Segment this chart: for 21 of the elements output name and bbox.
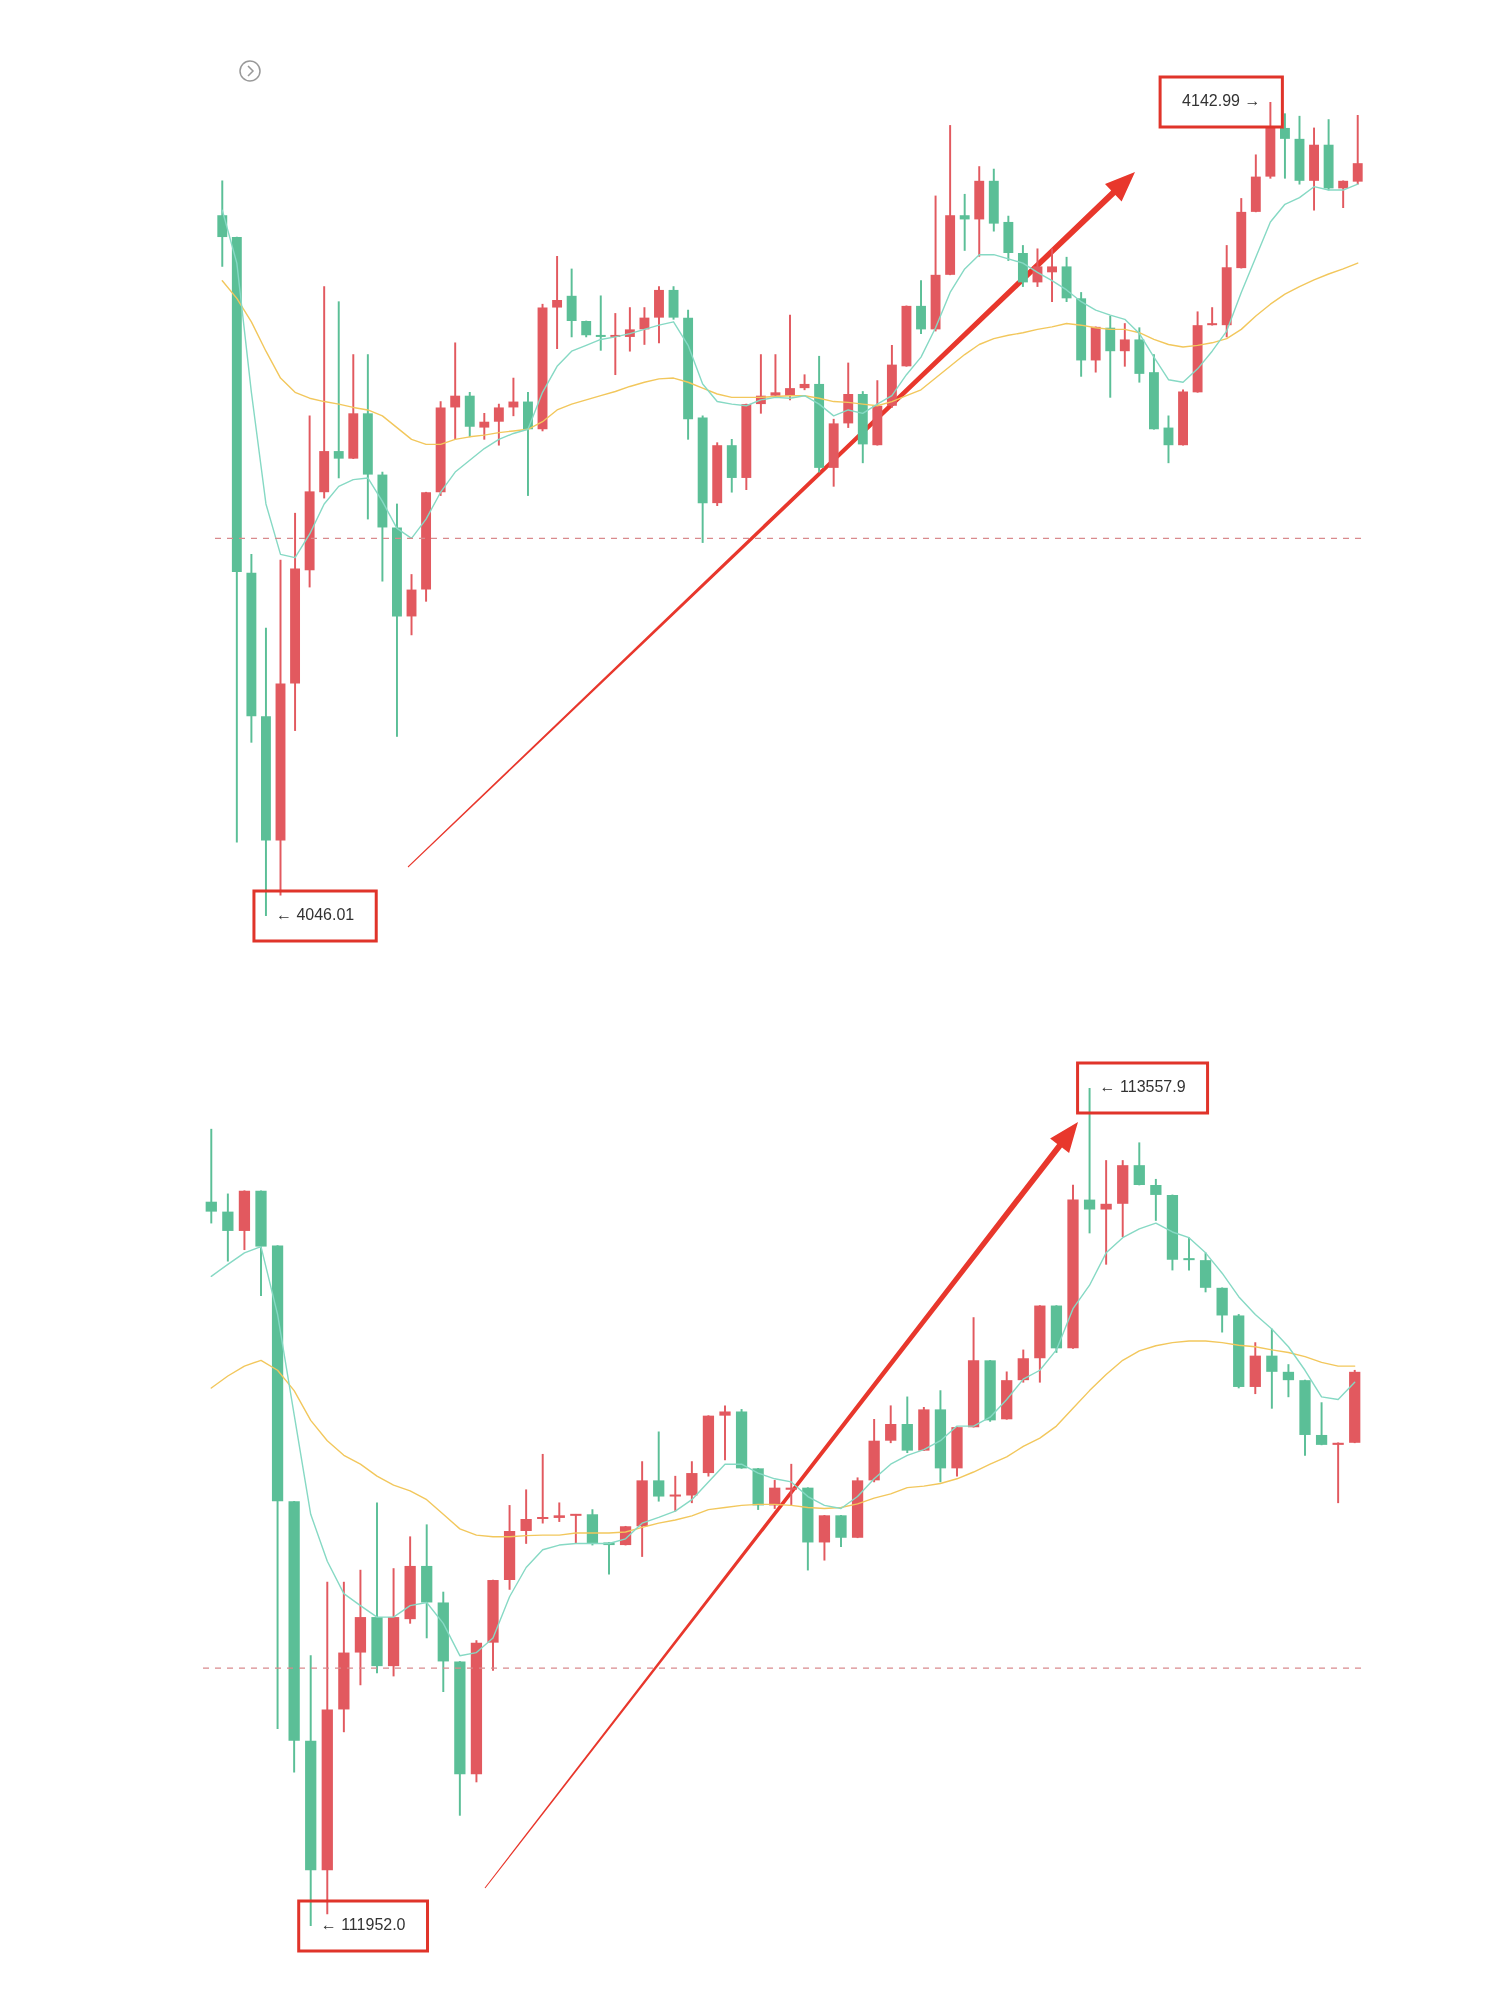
candlestick [450, 342, 461, 440]
candlestick [1083, 1088, 1096, 1234]
candlestick [785, 1463, 797, 1506]
candlestick [1100, 1160, 1112, 1265]
candlestick [770, 354, 781, 397]
candlestick [537, 1453, 549, 1524]
candlestick [669, 1475, 681, 1512]
candlestick [785, 314, 795, 401]
candlestick [205, 1128, 217, 1224]
candlestick [719, 1405, 731, 1461]
annotation: ← 4046.01 [275, 906, 355, 924]
candlestick [552, 256, 563, 350]
candlestick [333, 301, 344, 479]
candlestick [1183, 1237, 1195, 1271]
annotation: ← 113557.9 [1099, 1078, 1186, 1096]
candlestick [1207, 307, 1218, 326]
annotation: ← 111952.0 [320, 1916, 406, 1934]
candlestick [595, 295, 606, 351]
candlestick [959, 193, 970, 251]
candlestick [1332, 1442, 1344, 1504]
annotation: 4142.99 → [1182, 92, 1261, 110]
